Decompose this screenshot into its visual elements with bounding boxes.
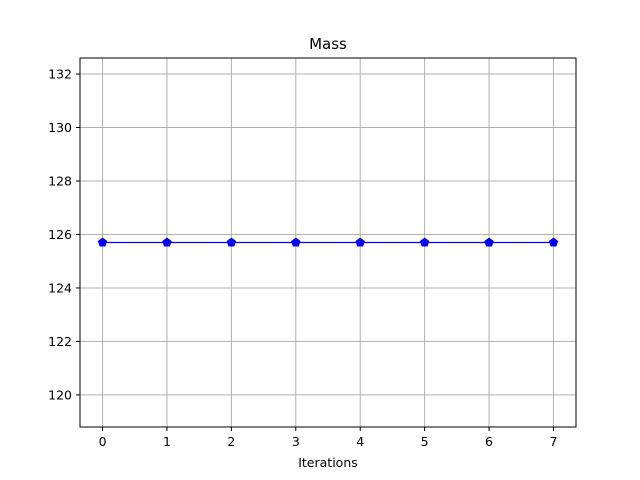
x-tick-label: 1 — [163, 434, 171, 449]
x-tick-label: 3 — [292, 434, 300, 449]
series-layer — [97, 237, 559, 247]
data-point — [484, 237, 494, 247]
data-point — [162, 237, 172, 247]
data-point — [97, 237, 108, 247]
chart-title: Mass — [309, 35, 347, 53]
x-tick-label: 4 — [356, 434, 364, 449]
x-axis-label: Iterations — [298, 455, 358, 470]
y-tick-label: 126 — [48, 227, 72, 242]
data-point — [291, 237, 301, 247]
plot-frame — [79, 57, 577, 428]
y-tick-label: 124 — [48, 280, 72, 295]
x-tick-label: 7 — [549, 434, 557, 449]
y-tick-label: 120 — [48, 387, 72, 402]
y-axis-ticks: 120 122 124 126 128 130 132 — [48, 67, 80, 402]
data-point — [548, 237, 559, 247]
x-tick-label: 5 — [421, 434, 429, 449]
data-point — [226, 237, 237, 247]
x-tick-label: 0 — [99, 434, 107, 449]
x-tick-label: 6 — [485, 434, 493, 449]
y-tick-label: 128 — [48, 174, 72, 189]
x-tick-label: 2 — [227, 434, 235, 449]
y-tick-label: 132 — [48, 67, 72, 82]
y-tick-label: 122 — [48, 334, 72, 349]
y-tick-label: 130 — [48, 120, 72, 135]
data-point — [419, 237, 430, 247]
data-point — [355, 237, 365, 247]
x-axis-ticks: 0 1 2 3 4 5 6 7 — [99, 427, 557, 449]
